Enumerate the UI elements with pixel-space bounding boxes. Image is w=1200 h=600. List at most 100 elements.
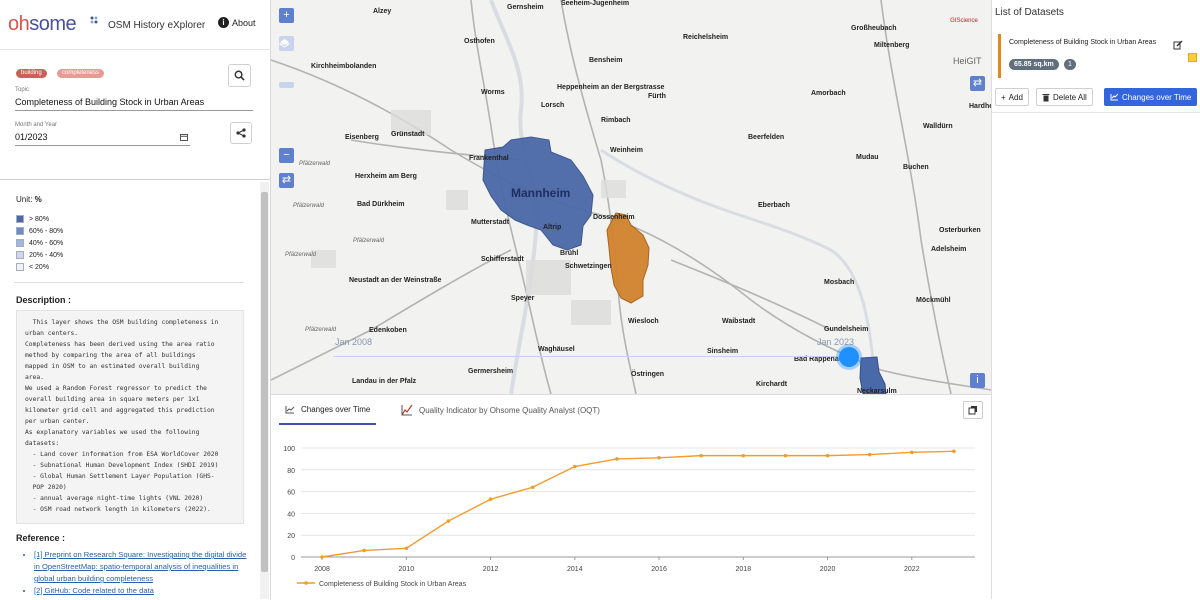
city-label: Eisenberg — [345, 134, 379, 141]
data-point — [867, 452, 872, 457]
ohsome-logo[interactable]: ohsome — [8, 13, 77, 35]
data-point — [530, 485, 535, 490]
description-title: Description : — [16, 295, 72, 305]
month-field[interactable]: 01/2023 — [15, 132, 190, 146]
time-slider-handle[interactable] — [839, 347, 859, 367]
mannheim-area[interactable] — [482, 136, 594, 251]
city-label: Walldürn — [923, 123, 953, 130]
city-label: Dossenheim — [593, 214, 635, 221]
featured-city-label: Mannheim — [511, 186, 571, 200]
legend-label: Completeness of Building Stock in Urban … — [319, 581, 467, 588]
app-header: ohsome OSM History eXplorer i About — [0, 0, 271, 50]
data-point — [404, 546, 409, 551]
reference-list: [1] Preprint on Research Square: Investi… — [26, 549, 251, 597]
city-label: Hardheim — [969, 103, 991, 110]
x-tick-label: 2018 — [736, 566, 752, 573]
calendar-icon[interactable] — [180, 133, 188, 141]
dataset-list-title: List of Datasets — [995, 7, 1064, 18]
city-label: Neckarsulm — [857, 388, 897, 394]
heigit-logo: HeiGIT — [953, 56, 982, 66]
topic-field[interactable]: Completeness of Building Stock in Urban … — [15, 97, 253, 111]
data-point — [741, 453, 746, 458]
city-label: Adelsheim — [931, 246, 967, 253]
add-dataset-button[interactable]: + Add — [995, 88, 1029, 106]
city-label: Fürth — [648, 93, 666, 100]
swap-button[interactable]: ⇄ — [279, 173, 294, 188]
city-label: Kirchardt — [756, 381, 788, 388]
time-slider-start-label: Jan 2008 — [335, 337, 373, 347]
city-label: Alzey — [373, 8, 392, 15]
scrollbar-thumb[interactable] — [261, 192, 268, 572]
unit-label: Unit: % — [16, 195, 42, 204]
city-label: Lorsch — [541, 102, 565, 109]
swap-panel-button[interactable]: ⇄ — [970, 76, 985, 91]
city-label: Neustadt an der Weinstraße — [349, 277, 442, 284]
edit-icon[interactable] — [1173, 40, 1183, 50]
legend-marker — [304, 581, 308, 585]
city-label: Schwetzingen — [565, 263, 612, 270]
map-info-button[interactable]: i — [970, 373, 985, 388]
city-label: Sinsheim — [707, 348, 739, 355]
about-button[interactable]: i About — [218, 17, 256, 28]
forest-label: Pfälzerwald — [305, 327, 337, 333]
reference-link-1[interactable]: [1] Preprint on Research Square: Investi… — [34, 549, 251, 585]
changes-over-time-button[interactable]: Changes over Time — [1104, 88, 1198, 106]
dataset-color-swatch[interactable] — [1188, 53, 1197, 62]
time-slider-end-label: Jan 2023 — [817, 337, 855, 347]
map-toolbar-handle[interactable] — [279, 82, 294, 88]
delete-all-button[interactable]: Delete All — [1036, 88, 1093, 106]
tag-completeness[interactable]: completeness — [57, 69, 105, 78]
giscience-logo: GIScience — [950, 18, 978, 24]
data-point — [783, 453, 788, 458]
dataset-card[interactable]: Completeness of Building Stock in Urban … — [998, 34, 1197, 78]
city-label: Edenkoben — [369, 327, 407, 334]
dataset-area-badge: 65.85 sq.km — [1009, 59, 1059, 70]
copy-button[interactable] — [963, 401, 983, 419]
tab-quality-indicator[interactable]: Quality Indicator by Ohsome Quality Anal… — [401, 395, 600, 425]
trash-icon — [1042, 93, 1050, 101]
layers-button[interactable] — [279, 36, 294, 51]
data-point — [825, 453, 830, 458]
city-label: Weinheim — [610, 147, 643, 154]
about-label: About — [232, 17, 256, 28]
divider — [14, 282, 244, 283]
zoom-out-button[interactable]: − — [279, 148, 294, 163]
layer-info: Unit: % > 80% 60% - 80% 40% - 60% 20% - … — [0, 182, 260, 599]
city-label: Möckmühl — [916, 297, 951, 304]
city-label: Seeheim-Jugenheim — [561, 0, 630, 7]
logo-dots-icon — [90, 16, 98, 24]
dataset-name: Completeness of Building Stock in Urban … — [1009, 39, 1157, 46]
legend-item: 20% - 40% — [16, 251, 63, 259]
heilbronn-area[interactable] — [859, 356, 887, 394]
legend-swatch — [16, 263, 24, 271]
line-chart: 0 20 40 60 80 100 2008 2010 2012 2014 2016 2018 2020… — [283, 446, 975, 588]
dataset-count-badge: 1 — [1064, 59, 1076, 70]
tab-changes-over-time[interactable]: Changes over Time — [279, 395, 377, 425]
line-chart-icon — [1110, 93, 1119, 101]
city-label: Frankenthal — [469, 155, 509, 162]
reference-link-2[interactable]: [2] GitHub: Code related to the data — [34, 585, 251, 597]
data-point — [320, 555, 324, 559]
topic-label: Topic — [15, 87, 30, 93]
left-panel: ohsome OSM History eXplorer i About buil… — [0, 0, 271, 599]
y-tick-label: 80 — [287, 468, 295, 475]
forest-label: Pfälzerwald — [293, 203, 325, 209]
search-button[interactable] — [228, 64, 251, 87]
data-point — [952, 449, 956, 454]
legend-item: 60% - 80% — [16, 227, 63, 235]
legend-swatch — [16, 239, 24, 247]
city-label: Osthofen — [464, 38, 495, 45]
time-slider-track[interactable] — [333, 356, 849, 357]
copy-icon — [968, 406, 977, 415]
info-scrollbar[interactable] — [260, 182, 269, 599]
city-label: Mosbach — [824, 279, 855, 286]
city-label: Osterburken — [939, 227, 981, 234]
share-button[interactable] — [230, 122, 252, 144]
map-view[interactable]: Alzey Gernsheim Seeheim-Jugenheim Großheuba… — [271, 0, 991, 394]
city-label: Speyer — [511, 295, 535, 302]
tag-building[interactable]: building — [16, 69, 47, 78]
share-icon — [236, 128, 246, 138]
data-point — [615, 457, 619, 461]
selected-area[interactable] — [606, 212, 650, 304]
zoom-in-button[interactable]: + — [279, 8, 294, 23]
